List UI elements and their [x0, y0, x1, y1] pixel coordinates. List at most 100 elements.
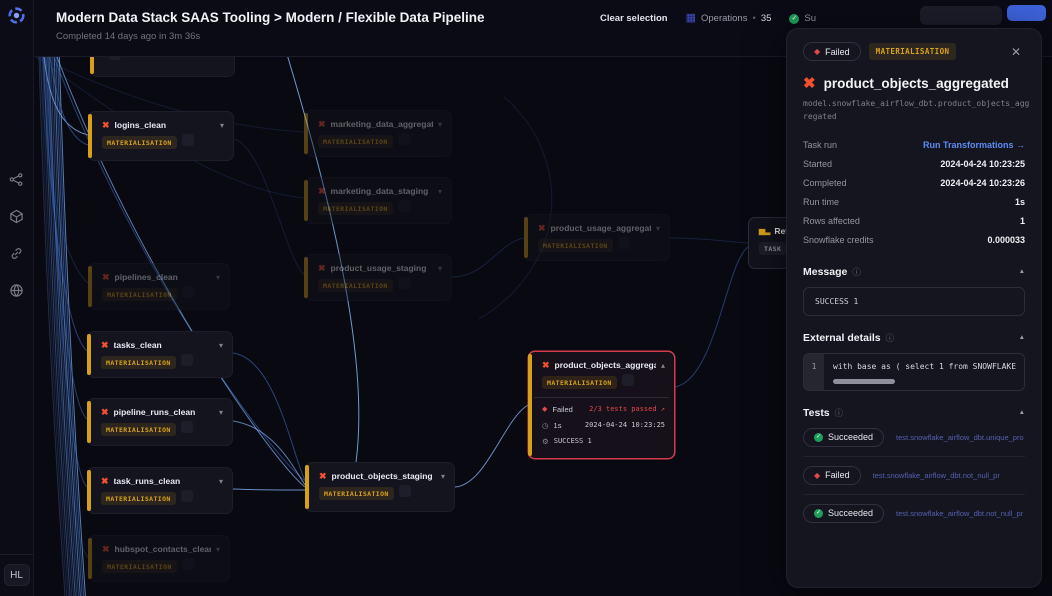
close-icon[interactable]: ✕ — [1010, 44, 1021, 59]
chevron-down-icon[interactable]: ▾ — [437, 263, 442, 273]
test-status-badge: ◆ Failed — [803, 465, 861, 485]
chevron-down-icon[interactable]: ▾ — [655, 223, 660, 233]
operations-count: 35 — [760, 13, 772, 24]
external-details-section-title: External details — [803, 331, 881, 344]
test-status-badge: ✓ Succeeded — [803, 427, 885, 447]
tests-section-title: Tests — [803, 406, 830, 419]
materialisation-badge: MATERIALISATION — [542, 376, 617, 389]
node-status-stripe — [524, 217, 528, 258]
gear-icon: ⚙ — [542, 436, 549, 446]
operations-counter[interactable]: ▦ Operations • 35 — [686, 13, 772, 25]
success-counter[interactable]: ✓ Su — [789, 13, 816, 24]
node-title: pipelines_clean — [114, 272, 178, 282]
test-link[interactable]: test.snowflake_airflow_dbt.not_null_pr — [896, 508, 1024, 518]
dbt-icon: ✖ — [101, 406, 109, 417]
dag-node[interactable]: ✖ product_usage_staging ▾ MATERIALISATIO… — [304, 254, 452, 301]
info-icon[interactable]: ⓘ — [834, 407, 844, 418]
detail-rows: Task run Run Transformations → Started 202… — [803, 136, 1025, 250]
page-title: Modern Data Stack SAAS Tooling > Modern … — [56, 10, 485, 25]
chevron-down-icon[interactable]: ▾ — [218, 340, 223, 350]
test-row: ✓ Succeeded test.snowflake_airflow_dbt.un… — [803, 419, 1025, 457]
integrations-cube-icon[interactable] — [9, 209, 24, 224]
succeeded-check-icon: ✓ — [814, 432, 823, 442]
chevron-down-icon[interactable]: ▾ — [437, 186, 442, 196]
task-run-link[interactable]: Run Transformations → — [922, 140, 1025, 151]
dbt-icon: ✖ — [318, 185, 326, 196]
dag-node[interactable]: ✖ hubspot_contacts_clean ▾ MATERIALISATI… — [88, 535, 230, 582]
horizontal-scrollbar[interactable] — [833, 378, 895, 384]
node-mini-badge — [398, 485, 411, 498]
header-secondary-button[interactable] — [920, 6, 1002, 25]
materialisation-badge: MATERIALISATION — [102, 136, 177, 149]
dag-node[interactable]: ✖ product_objects_staging ▾ MATERIALISAT… — [305, 462, 455, 512]
chevron-down-icon[interactable]: ▴ — [660, 360, 665, 370]
info-icon[interactable]: ⓘ — [852, 266, 861, 277]
materialisation-badge: MATERIALISATION — [868, 43, 957, 60]
materialisation-badge: MATERIALISATION — [102, 288, 177, 301]
info-icon[interactable]: ⓘ — [885, 332, 895, 343]
detail-row: Task run Run Transformations → — [803, 140, 1025, 151]
node-status-stripe — [87, 401, 91, 443]
operations-label: Operations — [701, 13, 748, 24]
user-avatar[interactable]: HL — [3, 564, 30, 586]
materialisation-badge: MATERIALISATION — [319, 487, 394, 500]
header-primary-button[interactable] — [1007, 5, 1046, 21]
dag-node[interactable]: ✖ ▾ ◆ ◷ ⚙ — [90, 57, 235, 77]
node-title: pipeline_runs_clean — [113, 407, 196, 417]
node-status-stripe — [88, 114, 92, 158]
node-mini-badge — [181, 558, 194, 571]
dot-separator: • — [752, 13, 756, 24]
detail-row: Rows affected 1 — [803, 216, 1025, 227]
node-title: logins_clean — [114, 120, 167, 130]
panel-title: product_objects_aggregated — [823, 76, 1009, 91]
chevron-down-icon[interactable]: ▾ — [215, 544, 220, 554]
node-divider — [534, 396, 669, 398]
dag-node[interactable]: ✖ marketing_data_aggregated ▾ MATERIALIS… — [304, 110, 452, 157]
detail-row: Snowflake credits 0.000033 — [803, 235, 1025, 246]
app-logo-icon[interactable] — [8, 7, 25, 24]
dag-node[interactable]: ✖ logins_clean ▾ MATERIALISATION ◆ ◷ ⚙ — [88, 111, 234, 161]
tests-passed-link[interactable]: 2/3 tests passed ↗ — [589, 405, 665, 413]
dag-node[interactable]: ✖ product_usage_aggregated ▾ MATERIALISA… — [524, 214, 670, 261]
connections-link-icon[interactable] — [9, 246, 24, 261]
test-link[interactable]: test.snowflake_airflow_dbt.not_null_pr — [872, 470, 1000, 480]
dag-node[interactable]: ✖ pipelines_clean ▾ MATERIALISATION ◆ ◷ … — [88, 263, 230, 310]
chevron-down-icon[interactable]: ▾ — [440, 471, 445, 481]
chevron-down-icon[interactable]: ▾ — [215, 272, 220, 282]
collapse-icon[interactable]: ▲ — [1018, 334, 1025, 342]
dbt-icon: ✖ — [101, 339, 109, 350]
materialisation-badge: MATERIALISATION — [101, 356, 176, 369]
dbt-icon: ✖ — [803, 75, 816, 92]
clear-selection-button[interactable]: Clear selection — [600, 13, 668, 24]
dbt-icon: ✖ — [102, 271, 110, 282]
webhooks-globe-icon[interactable] — [9, 283, 24, 298]
dag-node[interactable]: ✖ pipeline_runs_clean ▾ MATERIALISATION … — [87, 398, 233, 446]
dag-node[interactable]: ✖ task_runs_clean ▾ MATERIALISATION ◆ ◷ … — [87, 467, 233, 514]
node-status-stripe — [304, 180, 308, 221]
node-mini-badge — [180, 421, 193, 434]
materialisation-badge: MATERIALISATION — [538, 239, 613, 252]
node-title: Refre — [774, 226, 796, 236]
chevron-down-icon[interactable]: ▾ — [218, 476, 223, 486]
details-panel: ◆ Failed MATERIALISATION ✕ ✖ product_obj… — [786, 28, 1042, 588]
node-message: SUCCESS 1 — [553, 437, 592, 445]
success-label: Su — [804, 13, 817, 24]
sql-code-block: 1 with base as ( select 1 from SNOWFLAKE — [803, 352, 1025, 391]
sidebar: HL — [0, 0, 34, 596]
dag-node[interactable]: ✖ marketing_data_staging ▾ MATERIALISATI… — [304, 177, 452, 224]
pipeline-graph-icon[interactable] — [9, 172, 24, 187]
test-link[interactable]: test.snowflake_airflow_dbt.unique_pro — [896, 432, 1024, 442]
chevron-down-icon[interactable]: ▾ — [437, 119, 442, 129]
dag-node[interactable]: ✖ product_objects_aggregated ▴ MATERIALI… — [528, 351, 675, 459]
detail-row: Started 2024-04-24 10:23:25 — [803, 159, 1025, 170]
status-badge: ◆ Failed — [803, 42, 861, 61]
dag-node[interactable]: ✖ tasks_clean ▾ MATERIALISATION ◆ ◷ ⚙ — [87, 331, 233, 378]
test-status-badge: ✓ Succeeded — [803, 503, 885, 523]
node-mini-badge — [181, 134, 194, 147]
materialisation-badge: MATERIALISATION — [318, 279, 393, 292]
chevron-down-icon[interactable]: ▾ — [218, 407, 223, 417]
collapse-icon[interactable]: ▲ — [1018, 268, 1025, 276]
collapse-icon[interactable]: ▲ — [1018, 409, 1025, 417]
success-check-icon: ✓ — [789, 13, 800, 24]
chevron-down-icon[interactable]: ▾ — [219, 120, 224, 130]
